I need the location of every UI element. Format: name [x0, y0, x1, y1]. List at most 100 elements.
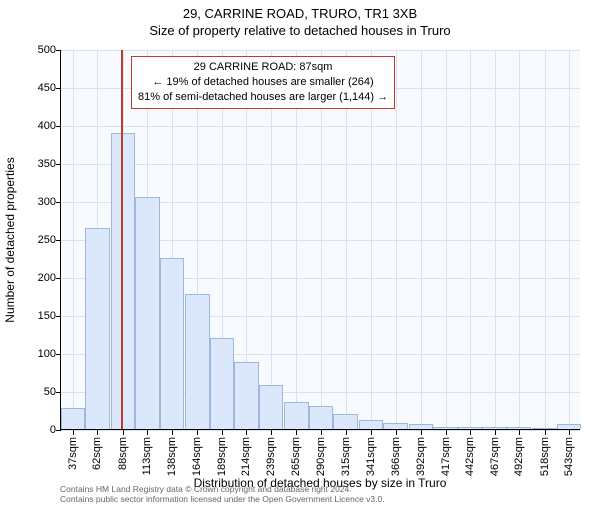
- x-tick-label: 214sqm: [240, 437, 252, 476]
- x-tick-label: 442sqm: [464, 437, 476, 476]
- y-tick: [56, 88, 61, 89]
- callout-line-2: ← 19% of detached houses are smaller (26…: [138, 75, 388, 90]
- attribution-line-2: Contains public sector information licen…: [60, 494, 385, 504]
- x-tick: [73, 430, 74, 435]
- vgridline: [470, 50, 471, 429]
- attribution-text: Contains HM Land Registry data © Crown c…: [60, 484, 385, 504]
- y-tick: [56, 50, 61, 51]
- histogram-bar: [532, 428, 557, 429]
- histogram-bar: [557, 424, 582, 429]
- x-tick-label: 189sqm: [216, 437, 228, 476]
- histogram-bar: [259, 385, 284, 429]
- x-tick-label: 164sqm: [191, 437, 203, 476]
- vgridline: [73, 50, 74, 429]
- y-tick-label: 400: [38, 120, 56, 132]
- histogram-bar: [359, 420, 384, 429]
- vgridline: [545, 50, 546, 429]
- property-marker-line: [121, 50, 123, 429]
- y-tick: [56, 164, 61, 165]
- y-tick: [56, 126, 61, 127]
- y-tick-label: 300: [38, 196, 56, 208]
- x-tick-label: 543sqm: [563, 437, 575, 476]
- x-tick: [197, 430, 198, 435]
- title-line-1: 29, CARRINE ROAD, TRURO, TR1 3XB: [0, 6, 600, 21]
- y-tick: [56, 430, 61, 431]
- histogram-bar: [185, 294, 210, 429]
- y-tick-label: 250: [38, 234, 56, 246]
- y-tick: [56, 240, 61, 241]
- histogram-bar: [333, 414, 358, 429]
- x-tick-label: 366sqm: [390, 437, 402, 476]
- x-tick-label: 341sqm: [365, 437, 377, 476]
- histogram-bar: [210, 338, 235, 429]
- y-tick-label: 200: [38, 272, 56, 284]
- histogram-bar: [160, 258, 185, 429]
- x-tick: [495, 430, 496, 435]
- title-line-2: Size of property relative to detached ho…: [0, 23, 600, 38]
- vgridline: [446, 50, 447, 429]
- vgridline: [396, 50, 397, 429]
- x-tick-label: 290sqm: [315, 437, 327, 476]
- y-tick-label: 450: [38, 82, 56, 94]
- y-tick-label: 150: [38, 310, 56, 322]
- callout-line-1: 29 CARRINE ROAD: 87sqm: [138, 60, 388, 75]
- histogram-bar: [507, 427, 532, 429]
- x-tick-label: 315sqm: [340, 437, 352, 476]
- histogram-bar: [309, 406, 334, 429]
- x-tick-label: 467sqm: [489, 437, 501, 476]
- x-tick-label: 37sqm: [67, 437, 79, 470]
- histogram-bar: [409, 424, 434, 429]
- x-tick: [271, 430, 272, 435]
- histogram-bar: [482, 427, 507, 429]
- x-tick: [246, 430, 247, 435]
- y-tick-label: 100: [38, 348, 56, 360]
- x-tick-label: 138sqm: [166, 437, 178, 476]
- x-tick-label: 113sqm: [141, 437, 153, 475]
- x-tick: [97, 430, 98, 435]
- vgridline: [569, 50, 570, 429]
- x-tick: [569, 430, 570, 435]
- x-tick: [222, 430, 223, 435]
- chart-plot-area: 05010015020025030035040045050037sqm62sqm…: [60, 50, 580, 430]
- y-tick: [56, 354, 61, 355]
- x-tick-label: 518sqm: [539, 437, 551, 476]
- histogram-bar: [284, 402, 309, 429]
- y-tick: [56, 202, 61, 203]
- x-tick: [545, 430, 546, 435]
- histogram-bar: [458, 427, 483, 429]
- x-tick-label: 62sqm: [91, 437, 103, 470]
- x-tick-label: 88sqm: [117, 437, 129, 470]
- x-tick: [371, 430, 372, 435]
- vgridline: [421, 50, 422, 429]
- histogram-bar: [433, 427, 458, 429]
- x-tick: [470, 430, 471, 435]
- y-tick: [56, 278, 61, 279]
- x-tick: [519, 430, 520, 435]
- histogram-bar: [234, 362, 259, 429]
- y-tick: [56, 316, 61, 317]
- histogram-bar: [135, 197, 160, 429]
- x-tick: [172, 430, 173, 435]
- x-tick: [123, 430, 124, 435]
- y-axis-label: Number of detached properties: [3, 157, 17, 322]
- x-tick: [321, 430, 322, 435]
- y-tick-label: 0: [50, 424, 56, 436]
- x-tick-label: 265sqm: [290, 437, 302, 476]
- x-tick-label: 239sqm: [265, 437, 277, 476]
- y-tick-label: 500: [38, 44, 56, 56]
- y-tick: [56, 392, 61, 393]
- x-tick: [147, 430, 148, 435]
- x-tick-label: 492sqm: [513, 437, 525, 476]
- x-tick-label: 392sqm: [415, 437, 427, 476]
- x-tick: [396, 430, 397, 435]
- x-tick: [296, 430, 297, 435]
- x-tick: [421, 430, 422, 435]
- y-tick-label: 350: [38, 158, 56, 170]
- histogram-bar: [383, 423, 408, 429]
- x-tick-label: 417sqm: [440, 437, 452, 476]
- callout-line-3: 81% of semi-detached houses are larger (…: [138, 90, 388, 105]
- vgridline: [495, 50, 496, 429]
- y-tick-label: 50: [44, 386, 56, 398]
- x-tick: [346, 430, 347, 435]
- x-tick: [446, 430, 447, 435]
